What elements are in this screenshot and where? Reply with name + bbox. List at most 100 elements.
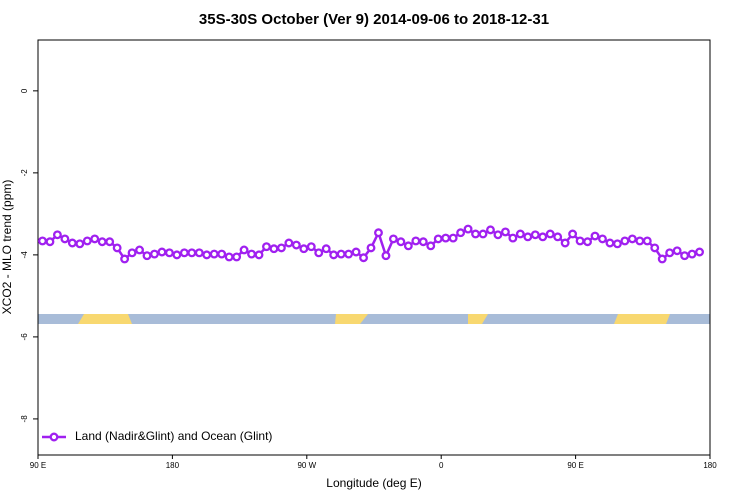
land-region: [614, 314, 670, 324]
point: [560, 238, 570, 248]
y-axis-label: XCO2 - MLO trend (ppm): [0, 180, 14, 315]
point: [179, 248, 189, 258]
point: [262, 242, 271, 252]
point: [590, 231, 600, 241]
point: [456, 228, 466, 238]
point: [620, 236, 630, 246]
point: [687, 249, 697, 259]
point: [388, 234, 398, 244]
point: [515, 229, 525, 239]
point: [598, 234, 607, 244]
point: [187, 248, 197, 258]
point: [478, 229, 488, 239]
point: [538, 232, 548, 242]
point: [135, 245, 144, 255]
point: [105, 237, 115, 247]
point: [471, 229, 480, 239]
point: [90, 234, 100, 244]
point: [299, 244, 309, 254]
point: [545, 229, 555, 239]
point: [127, 248, 137, 258]
point: [635, 236, 645, 246]
chart-title: 35S-30S October (Ver 9) 2014-09-06 to 20…: [199, 11, 549, 28]
point: [157, 247, 167, 257]
x-tick-label: 90 W: [297, 461, 316, 470]
point: [672, 246, 682, 256]
point: [75, 239, 85, 249]
point: [97, 237, 107, 247]
point: [120, 254, 130, 264]
point: [209, 249, 219, 259]
point: [441, 233, 451, 243]
x-tick-label: 180: [166, 461, 180, 470]
point: [657, 254, 667, 264]
point: [553, 232, 563, 242]
point: [150, 249, 159, 259]
point: [583, 237, 592, 247]
x-tick-label: 180: [703, 461, 717, 470]
point: [224, 252, 234, 262]
point: [680, 251, 690, 261]
point: [276, 243, 286, 253]
point: [396, 237, 406, 247]
point: [112, 243, 122, 253]
y-tick-label: -2: [20, 169, 29, 177]
point: [239, 245, 249, 255]
point: [568, 229, 578, 239]
point: [695, 247, 704, 257]
point: [627, 234, 637, 244]
point: [665, 248, 675, 258]
point: [247, 249, 256, 259]
point: [45, 237, 55, 247]
point: [448, 233, 458, 243]
point: [351, 247, 361, 257]
plot-frame: [37, 39, 711, 456]
land-region: [335, 314, 368, 324]
point: [411, 236, 421, 246]
point: [463, 224, 473, 234]
y-tick-label: -4: [20, 251, 29, 259]
point: [306, 242, 316, 252]
point: [52, 230, 62, 240]
point: [217, 249, 227, 259]
point: [359, 253, 368, 263]
point: [612, 239, 622, 249]
x-axis-label: Longitude (deg E): [326, 476, 421, 490]
x-tick-label: 90 E: [30, 461, 46, 470]
point: [508, 233, 518, 243]
point: [269, 244, 279, 254]
point: [254, 250, 264, 260]
point: [433, 234, 443, 244]
point: [523, 232, 533, 242]
point: [194, 248, 204, 258]
point: [486, 225, 495, 235]
point: [164, 248, 174, 258]
point: [336, 249, 346, 259]
point: [381, 251, 391, 261]
point: [284, 238, 294, 248]
point: [642, 236, 652, 246]
point: [314, 248, 324, 258]
land-region: [78, 314, 132, 324]
point: [500, 227, 510, 237]
point: [232, 252, 242, 262]
point: [374, 228, 383, 238]
legend-label: Land (Nadir&Glint) and Ocean (Glint): [75, 429, 272, 443]
point: [142, 251, 152, 261]
y-tick-label: 0: [20, 88, 29, 93]
point: [202, 250, 212, 260]
point: [344, 249, 354, 259]
point: [493, 230, 503, 240]
point: [67, 238, 77, 248]
point: [366, 243, 376, 253]
ocean-band: [38, 314, 710, 324]
point: [329, 250, 339, 260]
point: [38, 236, 47, 246]
point: [291, 240, 301, 250]
point: [418, 237, 428, 247]
point: [575, 236, 585, 246]
point: [60, 234, 70, 244]
land-region: [468, 314, 488, 324]
land-ocean-strip: [38, 314, 710, 324]
